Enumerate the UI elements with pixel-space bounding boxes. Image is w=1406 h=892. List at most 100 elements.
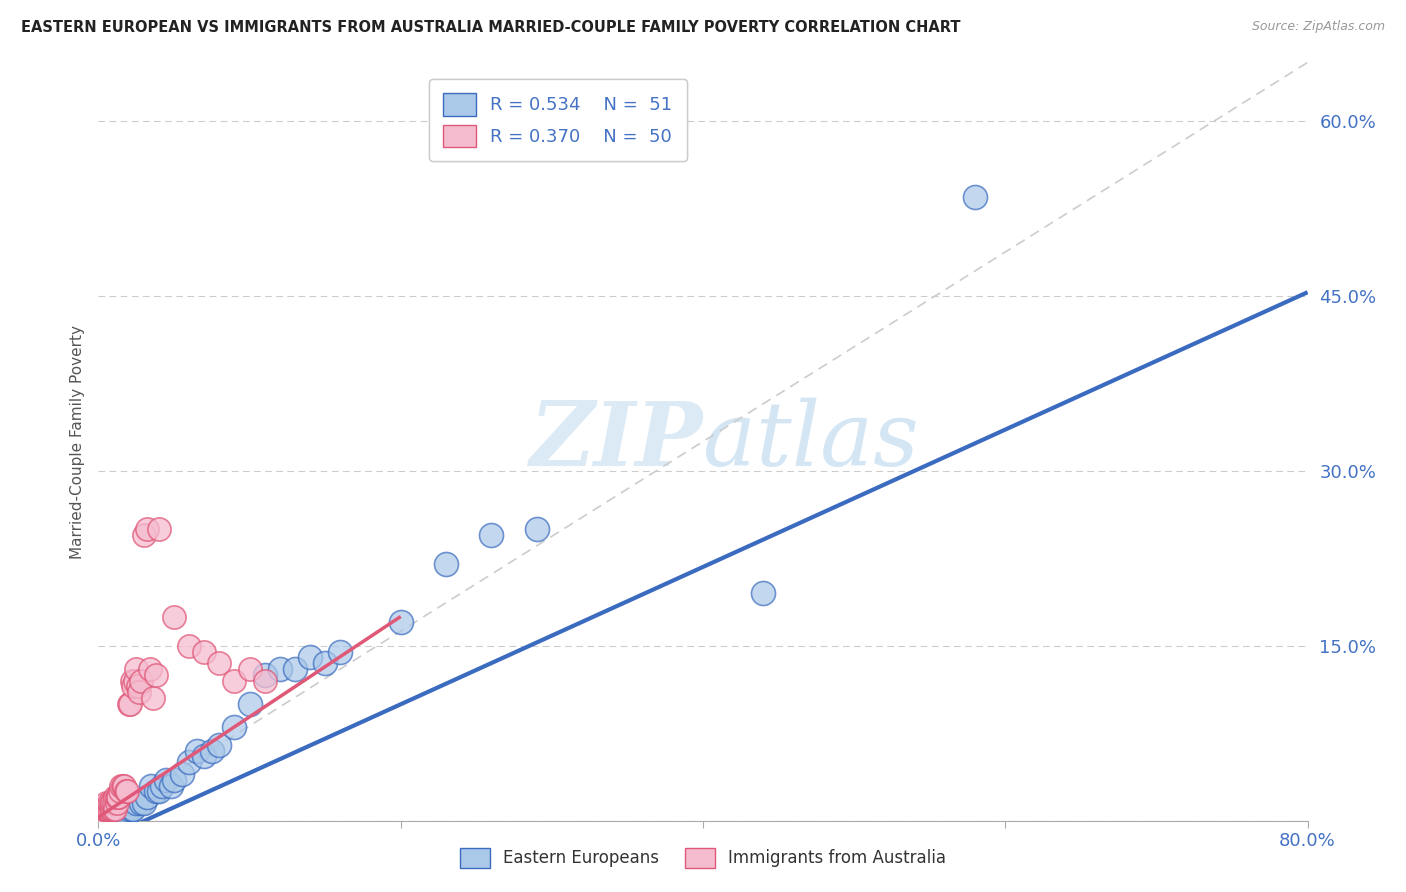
Point	[94, 807, 117, 822]
Point	[148, 784, 170, 798]
Point	[105, 796, 128, 810]
Point	[128, 685, 150, 699]
Point	[160, 779, 183, 793]
Point	[329, 644, 352, 658]
Point	[125, 662, 148, 676]
Point	[107, 790, 129, 805]
Point	[163, 772, 186, 787]
Point	[142, 691, 165, 706]
Point	[284, 662, 307, 676]
Point	[526, 522, 548, 536]
Point	[193, 749, 215, 764]
Text: atlas: atlas	[703, 398, 918, 485]
Point	[127, 680, 149, 694]
Legend: R = 0.534    N =  51, R = 0.370    N =  50: R = 0.534 N = 51, R = 0.370 N = 50	[429, 79, 688, 161]
Y-axis label: Married-Couple Family Poverty: Married-Couple Family Poverty	[69, 325, 84, 558]
Point	[98, 802, 121, 816]
Point	[122, 680, 145, 694]
Point	[120, 796, 142, 810]
Point	[112, 802, 135, 816]
Point	[186, 744, 208, 758]
Point	[269, 662, 291, 676]
Point	[239, 662, 262, 676]
Point	[103, 807, 125, 822]
Point	[110, 807, 132, 822]
Point	[100, 802, 122, 816]
Point	[253, 673, 276, 688]
Point	[101, 796, 124, 810]
Point	[94, 802, 117, 816]
Point	[93, 802, 115, 816]
Point	[103, 802, 125, 816]
Point	[105, 807, 128, 822]
Point	[132, 796, 155, 810]
Point	[91, 807, 114, 822]
Point	[112, 779, 135, 793]
Point	[150, 779, 173, 793]
Point	[115, 807, 138, 822]
Point	[98, 807, 121, 822]
Point	[90, 807, 112, 822]
Point	[299, 650, 322, 665]
Point	[111, 779, 134, 793]
Text: EASTERN EUROPEAN VS IMMIGRANTS FROM AUSTRALIA MARRIED-COUPLE FAMILY POVERTY CORR: EASTERN EUROPEAN VS IMMIGRANTS FROM AUST…	[21, 20, 960, 35]
Point	[193, 644, 215, 658]
Point	[179, 639, 201, 653]
Point	[121, 802, 143, 816]
Point	[124, 673, 146, 688]
Point	[179, 756, 201, 770]
Point	[148, 522, 170, 536]
Point	[135, 522, 157, 536]
Point	[110, 802, 132, 816]
Point	[110, 779, 132, 793]
Point	[107, 807, 129, 822]
Point	[104, 802, 127, 816]
Point	[121, 673, 143, 688]
Point	[434, 557, 457, 571]
Point	[132, 528, 155, 542]
Point	[104, 790, 127, 805]
Point	[752, 586, 775, 600]
Point	[155, 772, 177, 787]
Point	[129, 796, 152, 810]
Point	[201, 744, 224, 758]
Point	[108, 807, 131, 822]
Point	[94, 796, 117, 810]
Point	[253, 668, 276, 682]
Point	[108, 784, 131, 798]
Point	[96, 802, 118, 816]
Point	[114, 784, 136, 798]
Point	[104, 807, 127, 822]
Point	[170, 767, 193, 781]
Text: Source: ZipAtlas.com: Source: ZipAtlas.com	[1251, 20, 1385, 33]
Point	[125, 796, 148, 810]
Point	[145, 784, 167, 798]
Legend: Eastern Europeans, Immigrants from Australia: Eastern Europeans, Immigrants from Austr…	[454, 841, 952, 875]
Point	[129, 673, 152, 688]
Point	[101, 807, 124, 822]
Point	[118, 802, 141, 816]
Point	[481, 528, 503, 542]
Point	[965, 189, 987, 203]
Point	[163, 609, 186, 624]
Point	[111, 802, 134, 816]
Point	[139, 662, 162, 676]
Point	[208, 738, 231, 752]
Point	[101, 802, 124, 816]
Point	[107, 790, 129, 805]
Point	[105, 790, 128, 805]
Text: ZIP: ZIP	[530, 399, 703, 484]
Point	[96, 802, 118, 816]
Point	[145, 668, 167, 682]
Point	[98, 796, 121, 810]
Point	[120, 697, 142, 711]
Point	[224, 673, 246, 688]
Point	[122, 802, 145, 816]
Point	[103, 802, 125, 816]
Point	[135, 790, 157, 805]
Point	[314, 656, 336, 670]
Point	[100, 796, 122, 810]
Point	[93, 802, 115, 816]
Point	[224, 720, 246, 734]
Point	[114, 802, 136, 816]
